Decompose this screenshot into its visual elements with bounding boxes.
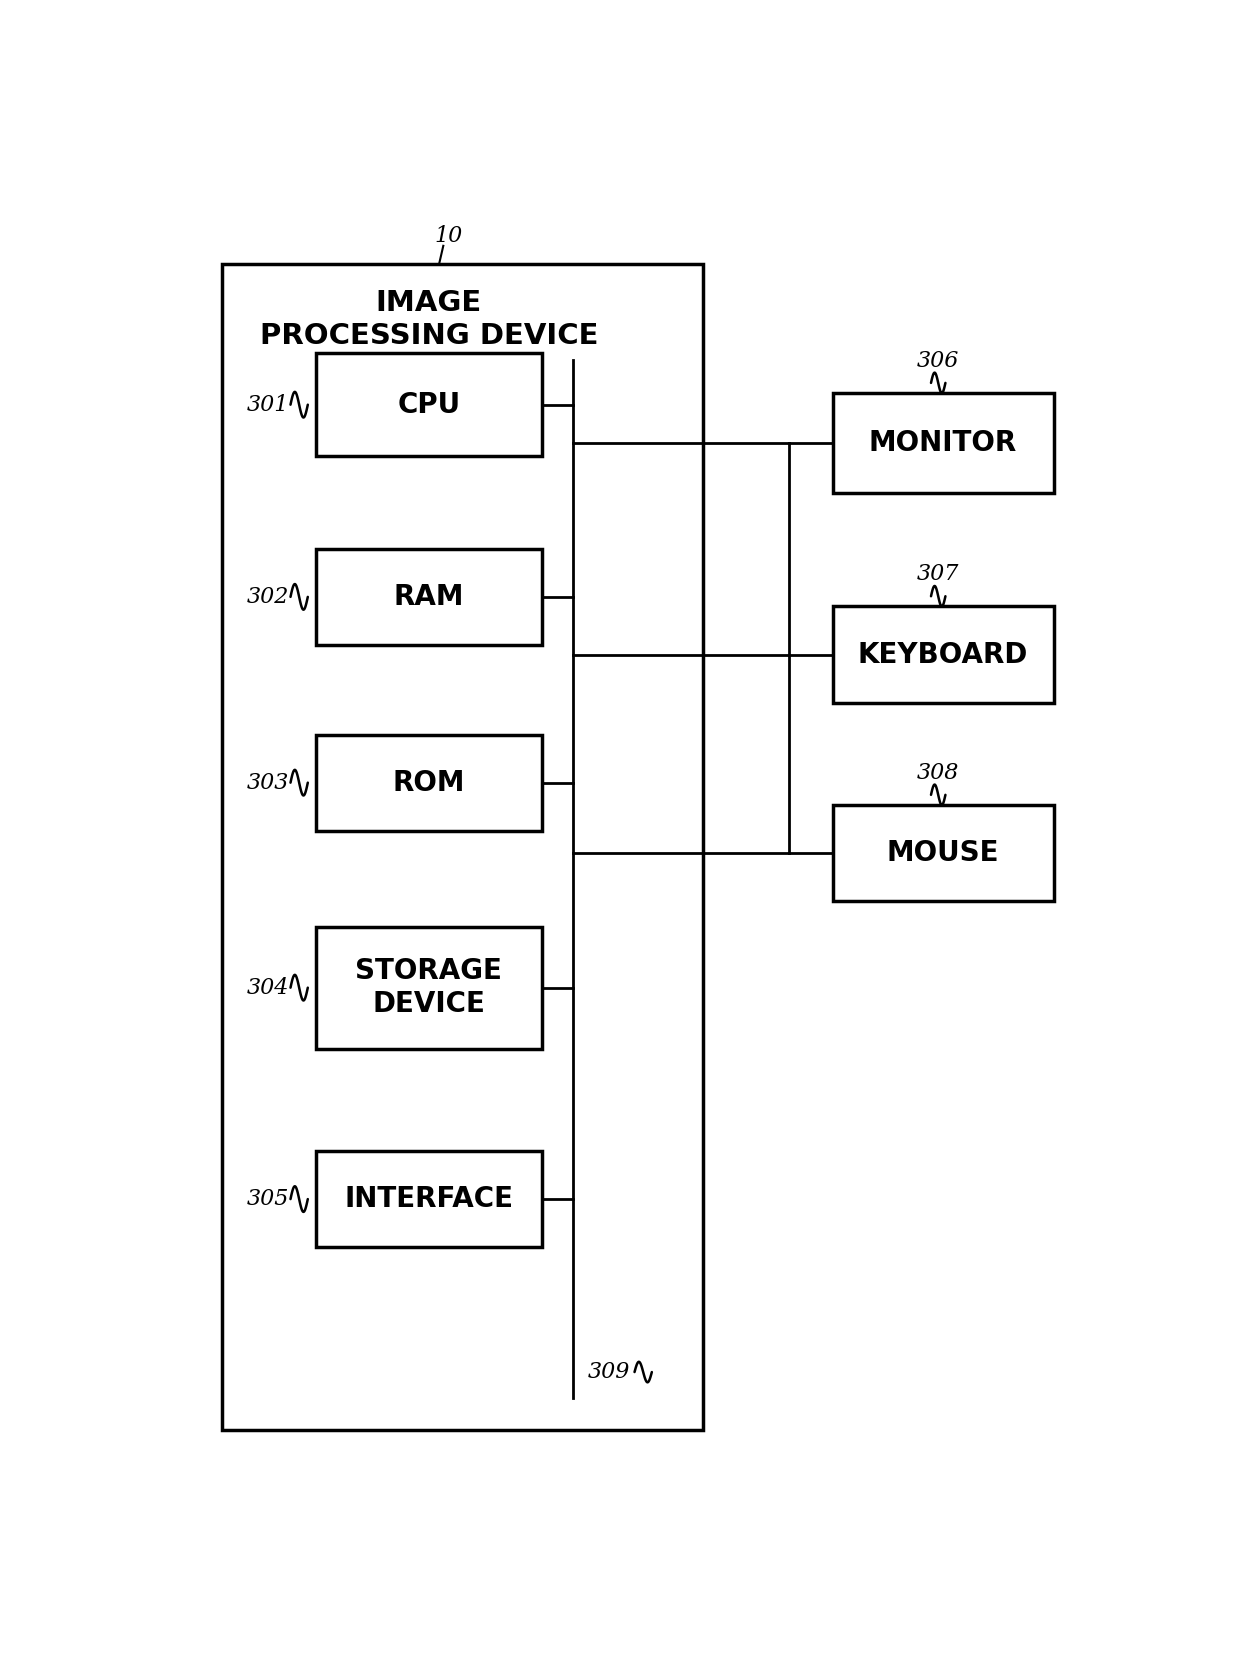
Bar	[832, 606, 1054, 702]
Text: 307: 307	[918, 564, 960, 586]
Bar	[832, 805, 1054, 902]
Text: 304: 304	[247, 977, 289, 998]
Text: 305: 305	[247, 1188, 289, 1210]
Text: 308: 308	[918, 762, 960, 784]
Text: IMAGE
PROCESSING DEVICE: IMAGE PROCESSING DEVICE	[259, 290, 598, 349]
Text: ROM: ROM	[393, 769, 465, 797]
Text: INTERFACE: INTERFACE	[345, 1185, 513, 1213]
Bar	[316, 353, 542, 456]
Bar	[316, 927, 542, 1048]
Text: 309: 309	[588, 1361, 630, 1383]
Text: KEYBOARD: KEYBOARD	[858, 641, 1028, 669]
Text: STORAGE
DEVICE: STORAGE DEVICE	[356, 957, 502, 1018]
Text: CPU: CPU	[397, 391, 460, 419]
Text: 303: 303	[247, 772, 289, 794]
Text: MOUSE: MOUSE	[887, 839, 999, 867]
Bar	[316, 549, 542, 646]
Bar	[316, 734, 542, 830]
Text: 302: 302	[247, 586, 289, 607]
Bar	[222, 265, 703, 1429]
Bar	[832, 393, 1054, 493]
Text: 306: 306	[918, 349, 960, 373]
Text: RAM: RAM	[393, 582, 464, 611]
Bar	[316, 1151, 542, 1246]
Text: 301: 301	[247, 394, 289, 416]
Text: 10: 10	[434, 225, 463, 246]
Text: MONITOR: MONITOR	[869, 429, 1017, 458]
